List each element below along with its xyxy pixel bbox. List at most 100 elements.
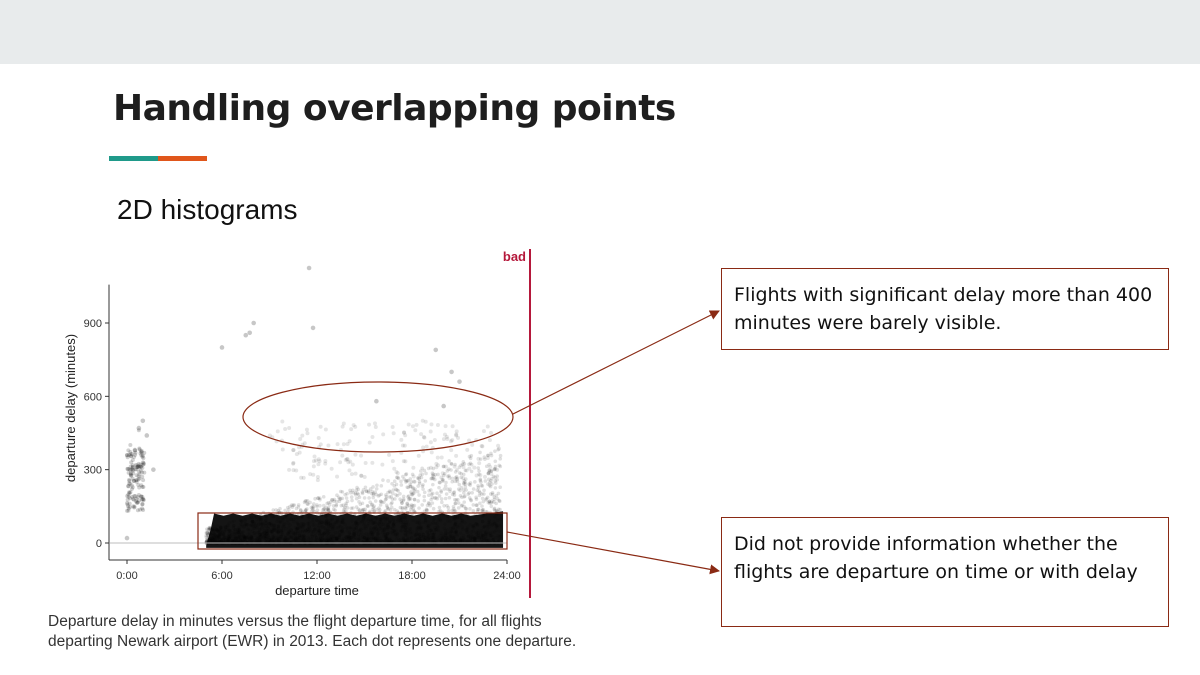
- scatter-point: [344, 496, 349, 500]
- scatter-point: [452, 490, 457, 494]
- scatter-point: [463, 480, 467, 484]
- annotation-layer: [197, 310, 720, 575]
- scatter-point: [371, 492, 376, 497]
- scatter-point: [459, 471, 464, 476]
- scatter-point: [414, 422, 419, 427]
- scatter-point: [205, 531, 209, 535]
- scatter-point: [449, 461, 454, 466]
- scatter-point: [140, 418, 146, 424]
- scatter-point: [487, 438, 492, 443]
- scatter-point: [125, 497, 130, 502]
- scatter-point: [290, 505, 295, 509]
- scatter-point: [452, 507, 456, 511]
- scatter-point: [335, 442, 340, 447]
- scatter-point: [410, 485, 415, 490]
- scatter-point: [132, 504, 137, 509]
- scatter-point: [305, 502, 310, 506]
- scatter-point: [386, 507, 391, 511]
- scatter-point: [280, 419, 285, 424]
- scatter-point: [386, 478, 391, 483]
- scatter-point: [441, 464, 446, 469]
- scatter-point: [283, 426, 288, 431]
- scatter-point: [443, 496, 448, 501]
- scatter-point: [489, 478, 493, 483]
- axes-layer: 0:00 6:00 12:00 18:00 24:00 0 300 600 900 departu…: [63, 249, 531, 598]
- scatter-point: [468, 507, 472, 511]
- scatter-point: [132, 455, 137, 460]
- scatter-point: [384, 497, 388, 501]
- callout-on-time-ambiguity: Did not provide information whether the …: [721, 517, 1169, 627]
- scatter-point: [431, 466, 436, 471]
- scatter-point: [482, 455, 487, 459]
- scatter-point: [418, 469, 423, 473]
- scatter-point: [495, 497, 500, 501]
- scatter-point: [141, 497, 146, 502]
- scatter-point: [409, 480, 414, 484]
- scatter-point: [482, 488, 486, 493]
- scatter-point: [323, 508, 328, 513]
- scatter-point: [451, 504, 456, 509]
- scatter-point: [427, 501, 431, 506]
- scatter-point: [476, 456, 481, 461]
- scatter-point: [480, 496, 485, 501]
- scatter-point: [135, 464, 140, 469]
- scatter-point: [132, 505, 137, 510]
- scatter-point: [132, 494, 137, 499]
- scatter-point: [310, 506, 315, 511]
- scatter-point: [405, 479, 409, 483]
- scatter-point: [435, 463, 440, 468]
- scatter-point: [477, 493, 482, 498]
- scatter-point: [135, 508, 140, 513]
- scatter-point: [475, 488, 480, 492]
- scatter-point: [368, 487, 373, 491]
- scatter-point: [374, 487, 379, 491]
- scatter-point: [136, 469, 141, 474]
- scatter-point: [133, 494, 138, 499]
- scatter-point: [381, 478, 385, 482]
- scatter-point: [400, 501, 404, 505]
- scatter-point: [437, 509, 441, 514]
- scatter-point: [274, 508, 278, 512]
- scatter-point: [408, 484, 413, 489]
- scatter-point: [420, 418, 425, 423]
- scatter-point: [128, 472, 133, 477]
- scatter-point: [356, 487, 361, 492]
- scatter-point: [388, 490, 393, 494]
- scatter-point: [417, 506, 421, 510]
- scatter-point: [298, 508, 303, 512]
- scatter-point: [142, 470, 147, 475]
- scatter-point: [392, 479, 397, 484]
- scatter-point: [351, 506, 355, 510]
- scatter-point: [364, 489, 369, 493]
- scatter-point: [316, 496, 320, 500]
- scatter-point: [435, 496, 440, 501]
- scatter-point: [488, 501, 492, 506]
- scatter-point: [129, 467, 134, 472]
- scatter-point: [140, 453, 145, 458]
- scatter-point: [419, 432, 424, 437]
- scatter-point: [395, 493, 400, 498]
- scatter-point: [478, 457, 483, 461]
- scatter-point: [372, 421, 377, 426]
- scatter-point: [130, 465, 135, 470]
- scatter-point: [467, 496, 472, 500]
- scatter-point: [422, 494, 427, 499]
- scatter-point: [340, 453, 345, 458]
- scatter-point: [457, 471, 462, 475]
- scatter-point: [329, 466, 334, 471]
- scatter-point: [493, 464, 498, 469]
- scatter-point: [412, 509, 416, 513]
- scatter-point: [332, 499, 336, 504]
- scatter-point: [394, 493, 398, 497]
- scatter-point: [130, 451, 135, 456]
- scatter-point: [130, 485, 135, 490]
- scatter-point: [305, 431, 310, 436]
- scatter-point: [451, 491, 456, 495]
- scatter-point: [459, 475, 464, 480]
- scatter-point: [478, 490, 482, 495]
- scatter-point: [487, 499, 492, 504]
- scatter-point: [449, 468, 453, 472]
- scatter-point: [132, 448, 137, 453]
- scatter-point: [131, 497, 136, 502]
- scatter-point: [141, 461, 146, 466]
